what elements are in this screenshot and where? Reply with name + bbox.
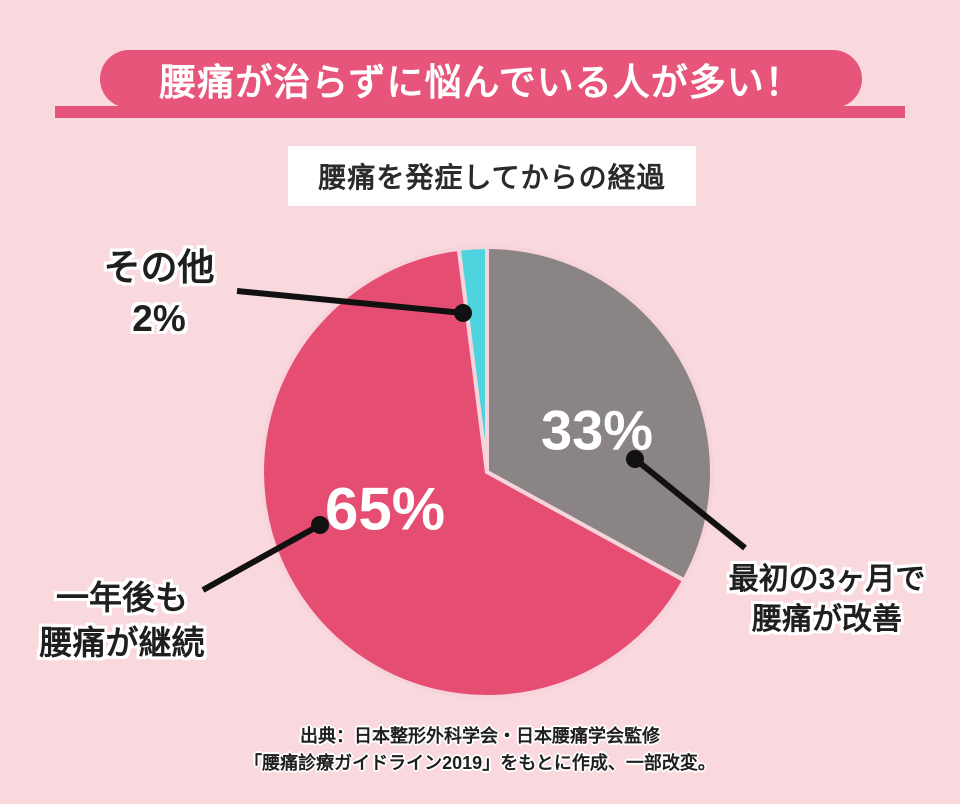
banner-underline-stripe — [55, 106, 905, 118]
source-line1: 出典：日本整形外科学会・日本腰痛学会監修 — [300, 726, 660, 746]
callout-continued-pain: 一年後も 腰痛が継続 — [2, 575, 242, 665]
page-title: 腰痛が治らずに悩んでいる人が多い！ — [159, 62, 803, 103]
source-line2: 「腰痛診療ガイドライン2019」をもとに作成、一部改変。 — [244, 753, 716, 773]
leader-line-2 — [201, 522, 322, 593]
chart-subtitle: 腰痛を発症してからの経過 — [318, 162, 666, 193]
pie-value-label-65: 65% — [324, 475, 446, 543]
pie-slice-0 — [485, 245, 715, 583]
callout-continued-pain-line2: 腰痛が継続 — [39, 624, 205, 661]
leader-line-1 — [633, 456, 747, 551]
leader-dot-2 — [311, 516, 329, 534]
chart-subtitle-box: 腰痛を発症してからの経過 — [288, 146, 696, 206]
callout-other-percent: 2% — [132, 298, 186, 339]
callout-continued-pain-line1: 一年後も — [56, 579, 188, 616]
header-banner: 腰痛が治らずに悩んでいる人が多い！ — [100, 50, 862, 108]
pie-slice-1 — [260, 246, 687, 699]
callout-improved-pain: 最初の3ヶ月で 腰痛が改善 — [707, 560, 947, 640]
leader-dot-1 — [626, 450, 644, 468]
callout-other: その他 2% — [59, 242, 259, 344]
callout-improved-pain-line1: 最初の3ヶ月で — [728, 563, 926, 596]
pie-value-label-33: 33% — [540, 398, 654, 462]
leader-line-0 — [236, 288, 464, 316]
callout-other-label: その他 — [103, 247, 215, 288]
callout-improved-pain-line2: 腰痛が改善 — [752, 603, 902, 636]
source-note: 出典：日本整形外科学会・日本腰痛学会監修 「腰痛診療ガイドライン2019」をもと… — [180, 723, 780, 777]
pie-slice-2 — [456, 245, 489, 474]
leader-dot-0 — [454, 304, 472, 322]
